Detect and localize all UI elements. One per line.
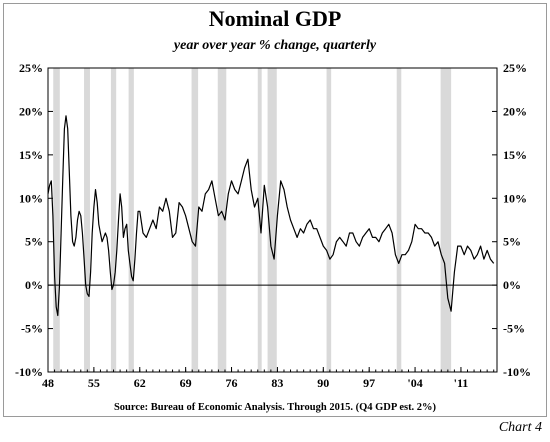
y-tick-label-left: 10% [19,191,43,205]
x-tick-label: 90 [317,376,329,390]
y-tick-label-left: 15% [19,148,43,162]
chart-source: Source: Bureau of Economic Analysis. Thr… [113,402,437,413]
recession-band [110,68,117,372]
y-tick-label-left: 0% [25,278,43,292]
x-tick-label: 62 [134,376,146,390]
axis-ticks [47,67,497,373]
y-tick-label-left: 25% [19,61,43,75]
series-line-nominal-gdp [47,115,495,317]
recession-band [396,68,402,372]
y-tick-label-right: 0% [503,278,521,292]
y-tick-label-right: 10% [503,191,527,205]
y-tick-label-right: 20% [503,104,527,118]
recession-band [128,68,134,372]
y-tick-label-left: 20% [19,104,43,118]
x-tick-label: 76 [226,376,238,390]
recession-band [53,68,60,372]
recession-band [440,68,452,372]
y-tick-label-right: -10% [503,365,531,379]
recession-bands [53,68,452,372]
chart-subtitle: year over year % change, quarterly [173,38,377,53]
recession-band [267,68,277,372]
y-tick-label-left: -5% [21,322,43,336]
x-tick-label: '04 [407,376,422,390]
x-tick-label: 48 [42,376,54,390]
y-tick-label-right: -5% [503,322,525,336]
y-tick-label-right: 15% [503,148,527,162]
recession-band [191,68,199,372]
y-tick-label-left: 5% [25,235,43,249]
y-tick-label-left: -10% [15,365,43,379]
recession-band [217,68,227,372]
y-tick-label-right: 25% [503,61,527,75]
x-tick-label: 55 [88,376,100,390]
y-tick-label-right: 5% [503,235,521,249]
plot-area [47,67,498,373]
chart-number-label: Chart 4 [498,420,542,435]
x-tick-label: 69 [180,376,192,390]
chart-title: Nominal GDP [208,6,342,31]
recession-band [326,68,332,372]
x-tick-label: 97 [363,376,375,390]
x-tick-label: '11 [454,376,469,390]
recession-band [84,68,90,372]
axis-labels: 25% 25% 20% 20% 15% 15% 10% 10% 5% 5% 0% 0% -5% -5% -1… [15,61,531,390]
x-tick-label: 83 [271,376,283,390]
